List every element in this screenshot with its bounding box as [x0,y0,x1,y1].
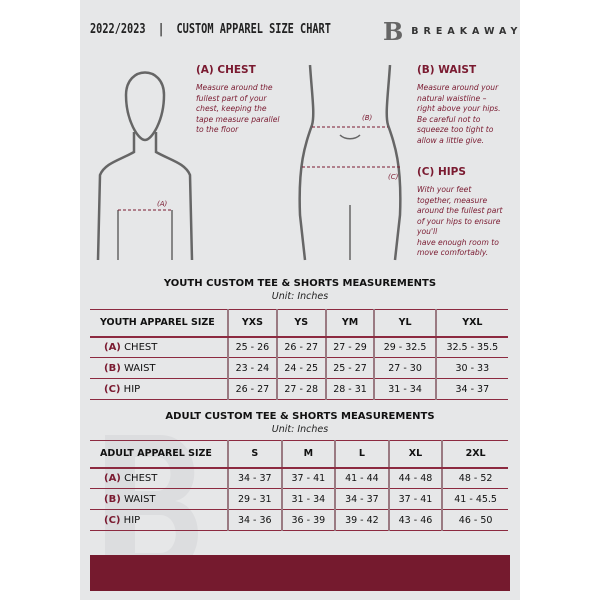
logo-mark: B [383,17,404,46]
youth-size-table: YOUTH APPAREL SIZE YXS YS YM YL YXL (A) CHEST 2… [90,309,508,400]
measurement-name: WAIST [123,493,156,505]
hips-marker: (C) [388,173,399,181]
measurement-value: 41 - 45.5 [441,488,508,510]
size-column-header: YXL [434,309,508,338]
table-row: (A) CHEST 25 - 26 26 - 27 27 - 29 29 - 32.5 3… [90,336,508,358]
torso-figure [298,65,402,261]
size-column-header: YXS [227,309,277,338]
measurement-value: 27 - 30 [373,357,436,379]
measurement-letter: (A) [104,472,121,484]
measurement-value: 26 - 27 [227,378,277,400]
row-label-header: YOUTH APPAREL SIZE [90,309,228,338]
waist-marker: (B) [362,114,373,122]
measurement-letter: (C) [104,514,121,526]
measurement-value: 27 - 29 [324,336,375,358]
youth-unit: Unit: Inches [271,291,329,302]
table-header-row: YOUTH APPAREL SIZE YXS YS YM YL YXL [90,309,508,338]
chest-description: Measure around the fullest part of your … [196,83,280,134]
measurement-label: (C) HIP [90,509,228,531]
measurement-label: (A) CHEST [90,467,228,489]
measurement-letter: (B) [104,493,121,505]
measurement-letter: (A) [104,341,121,353]
size-column-header: YM [324,309,375,338]
measurement-value: 34 - 37 [434,378,508,400]
measurement-value: 34 - 37 [227,467,282,489]
upper-body-figure [96,71,194,260]
measurement-value: 27 - 28 [275,378,326,400]
size-column-header: YL [373,309,436,338]
measurement-value: 46 - 50 [441,509,508,531]
measurement-value: 43 - 46 [387,509,443,531]
measurement-value: 31 - 34 [280,488,336,510]
measurement-value: 34 - 36 [227,509,282,531]
row-label-header: ADULT APPAREL SIZE [90,440,228,469]
measurement-value: 41 - 44 [334,467,389,489]
footer-band [90,555,510,591]
waist-heading: (B) WAIST [417,64,477,76]
measurement-name: HIP [123,383,141,395]
hips-heading: (C) HIPS [417,166,466,178]
size-column-header: YS [275,309,326,338]
measurement-value: 39 - 42 [334,509,389,531]
page-title: 2022/2023 | CUSTOM APPAREL SIZE CHART [90,21,331,37]
table-row: (B) WAIST 29 - 31 31 - 34 34 - 37 37 - 41 41 … [90,488,508,510]
measurement-value: 29 - 32.5 [373,336,436,358]
measurement-value: 37 - 41 [387,488,443,510]
youth-section-title: YOUTH CUSTOM TEE & SHORTS MEASUREMENTS [163,278,437,289]
measurement-value: 25 - 26 [227,336,277,358]
chest-marker: (A) [157,200,168,208]
measurement-label: (B) WAIST [90,357,228,379]
measurement-value: 25 - 27 [324,357,375,379]
measurement-name: CHEST [124,341,158,353]
table-row: (C) HIP 34 - 36 36 - 39 39 - 42 43 - 46 46 - … [90,509,508,531]
table-row: (A) CHEST 34 - 37 37 - 41 41 - 44 44 - 48 48 … [90,467,508,489]
size-column-header: XL [387,440,443,469]
size-column-header: S [227,440,282,469]
size-column-header: 2XL [441,440,508,469]
measurement-value: 36 - 39 [280,509,336,531]
measurement-value: 24 - 25 [275,357,326,379]
logo-text: BREAKAWAY [411,26,523,37]
measurement-name: WAIST [123,362,156,374]
measurement-value: 26 - 27 [275,336,326,358]
hips-description: With your feet together, measure around … [417,185,503,257]
measurement-value: 37 - 41 [280,467,336,489]
measurement-label: (A) CHEST [90,336,228,358]
measurement-value: 44 - 48 [387,467,443,489]
brand-logo: B BREAKAWAY [383,17,522,46]
measurement-label: (B) WAIST [90,488,228,510]
measurement-value: 30 - 33 [434,357,508,379]
measurement-value: 28 - 31 [324,378,375,400]
chest-heading: (A) CHEST [196,64,256,76]
waist-description: Measure around your natural waistline – … [417,83,501,145]
measurement-value: 48 - 52 [441,467,508,489]
measurement-name: CHEST [124,472,158,484]
adult-section-title: ADULT CUSTOM TEE & SHORTS MEASUREMENTS [165,411,435,422]
size-column-header: M [280,440,336,469]
table-row: (C) HIP 26 - 27 27 - 28 28 - 31 31 - 34 34 - … [90,378,508,400]
measurement-letter: (B) [104,362,121,374]
measurement-name: HIP [123,514,141,526]
measurement-label: (C) HIP [90,378,228,400]
adult-unit: Unit: Inches [271,424,329,435]
measurement-value: 31 - 34 [373,378,436,400]
table-row: (B) WAIST 23 - 24 24 - 25 25 - 27 27 - 30 30 … [90,357,508,379]
size-column-header: L [334,440,389,469]
measurement-value: 23 - 24 [227,357,277,379]
table-header-row: ADULT APPAREL SIZE S M L XL 2XL [90,440,508,469]
adult-size-table: ADULT APPAREL SIZE S M L XL 2XL (A) CHEST 34 - … [90,440,508,531]
measurement-value: 32.5 - 35.5 [434,336,508,358]
measurement-letter: (C) [104,383,121,395]
measurement-value: 29 - 31 [227,488,282,510]
measurement-value: 34 - 37 [334,488,389,510]
